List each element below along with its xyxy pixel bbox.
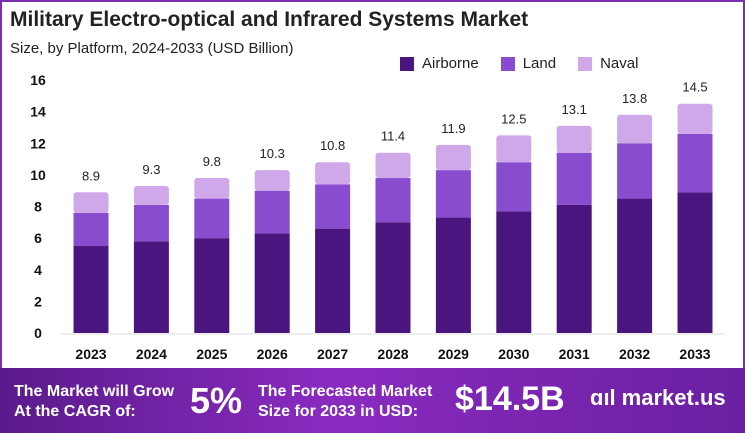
bar-total-label: 12.5 xyxy=(501,111,526,126)
bar-total-label: 9.3 xyxy=(142,162,160,177)
bar-segment-land xyxy=(677,133,713,193)
bar-segment-land xyxy=(194,198,230,239)
x-tick-label: 2028 xyxy=(377,346,408,362)
bar-segment-airborne xyxy=(677,192,713,333)
bar-segment-land xyxy=(73,212,109,247)
bar-segment-land xyxy=(133,204,169,242)
cagr-label-line1: The Market will Grow xyxy=(14,383,175,400)
forecast-label-line1: The Forecasted Market xyxy=(258,383,433,400)
y-tick-label: 0 xyxy=(34,325,42,341)
bar-segment-naval xyxy=(435,144,471,171)
y-tick-label: 6 xyxy=(34,230,42,246)
bar-segment-naval xyxy=(194,178,230,199)
cagr-label: The Market will Grow At the CAGR of: xyxy=(14,382,174,422)
brand-logo: ɑıl market.us xyxy=(590,385,726,411)
x-tick-label: 2024 xyxy=(136,346,167,362)
x-tick-label: 2030 xyxy=(498,346,529,362)
legend-item-naval: Naval xyxy=(578,55,638,72)
x-tick-label: 2025 xyxy=(196,346,227,362)
bar-segment-airborne xyxy=(133,241,169,333)
legend-swatch xyxy=(400,56,414,71)
cagr-label-line2: At the CAGR of: xyxy=(14,403,136,420)
bar-segment-airborne xyxy=(194,238,230,333)
y-tick-label: 14 xyxy=(30,104,46,120)
x-tick-label: 2023 xyxy=(75,346,106,362)
bar-segment-airborne xyxy=(435,217,471,333)
y-tick-label: 12 xyxy=(30,135,46,151)
y-tick-label: 10 xyxy=(30,167,46,183)
x-tick-label: 2033 xyxy=(679,346,710,362)
bar-segment-naval xyxy=(496,135,532,163)
bar-segment-naval xyxy=(254,170,290,191)
bar-segment-land xyxy=(617,143,653,199)
y-tick-label: 2 xyxy=(34,293,42,309)
bar-total-label: 13.1 xyxy=(562,102,587,117)
legend-label: Naval xyxy=(600,55,639,72)
bar-total-label: 9.8 xyxy=(203,154,221,169)
bar-segment-airborne xyxy=(254,233,290,333)
bar-total-label: 11.9 xyxy=(441,121,465,136)
y-tick-label: 8 xyxy=(34,199,42,215)
y-tick-label: 4 xyxy=(34,262,42,278)
legend-item-land: Land xyxy=(500,55,557,72)
y-tick-label: 16 xyxy=(30,72,46,88)
brand-name: market.us xyxy=(621,385,726,410)
bar-segment-naval xyxy=(315,162,351,185)
legend-swatch xyxy=(578,56,593,71)
brand-logo-icon: ɑıl xyxy=(590,385,616,410)
bar-segment-land xyxy=(315,184,351,229)
cagr-value: 5% xyxy=(190,380,243,421)
bar-segment-naval xyxy=(617,114,653,144)
bar-total-label: 11.4 xyxy=(381,129,405,144)
footer-banner: The Market will Grow At the CAGR of: 5% T… xyxy=(0,368,745,433)
legend: Airborne Land Naval xyxy=(400,55,638,72)
bar-segment-airborne xyxy=(375,222,411,333)
bar-total-label: 10.8 xyxy=(320,138,345,153)
bar-segment-airborne xyxy=(617,198,653,333)
legend-swatch xyxy=(500,56,515,71)
forecast-label-line2: Size for 2033 in USD: xyxy=(258,403,419,420)
chart-title: Military Electro-optical and Infrared Sy… xyxy=(10,8,529,31)
bar-segment-airborne xyxy=(73,246,109,333)
bar-segment-airborne xyxy=(496,211,532,333)
bar-segment-airborne xyxy=(315,228,351,333)
bar-total-label: 13.8 xyxy=(622,91,647,106)
bar-segment-naval xyxy=(375,152,411,179)
bar-segment-land xyxy=(435,170,471,218)
bar-total-label: 8.9 xyxy=(82,168,100,183)
legend-label: Land xyxy=(522,55,557,72)
bar-segment-naval xyxy=(73,192,109,213)
bar-segment-naval xyxy=(677,103,713,134)
bar-segment-land xyxy=(556,152,592,205)
x-tick-label: 2032 xyxy=(619,346,650,362)
bar-segment-airborne xyxy=(556,204,592,333)
forecast-label: The Forecasted Market Size for 2033 in US… xyxy=(258,382,432,422)
bar-total-label: 10.3 xyxy=(260,146,285,161)
chart-subtitle: Size, by Platform, 2024-2033 (USD Billio… xyxy=(10,40,294,57)
x-tick-label: 2026 xyxy=(257,346,288,362)
bar-segment-naval xyxy=(133,185,169,205)
bar-segment-land xyxy=(254,190,290,234)
x-tick-label: 2029 xyxy=(438,346,469,362)
forecast-value: $14.5B xyxy=(455,380,565,418)
legend-item-airborne: Airborne xyxy=(400,55,479,72)
legend-label: Airborne xyxy=(422,55,479,72)
bar-segment-land xyxy=(375,178,411,223)
bar-chart: 0 2 4 6 8 10 12 14 16 8.9 2023 9.3 2024 9.8 2025 10.3 20… xyxy=(30,72,725,362)
bar-segment-land xyxy=(496,162,532,212)
bar-total-label: 14.5 xyxy=(682,80,707,95)
x-tick-label: 2031 xyxy=(559,346,590,362)
x-tick-label: 2027 xyxy=(317,346,348,362)
bar-segment-naval xyxy=(556,125,592,153)
